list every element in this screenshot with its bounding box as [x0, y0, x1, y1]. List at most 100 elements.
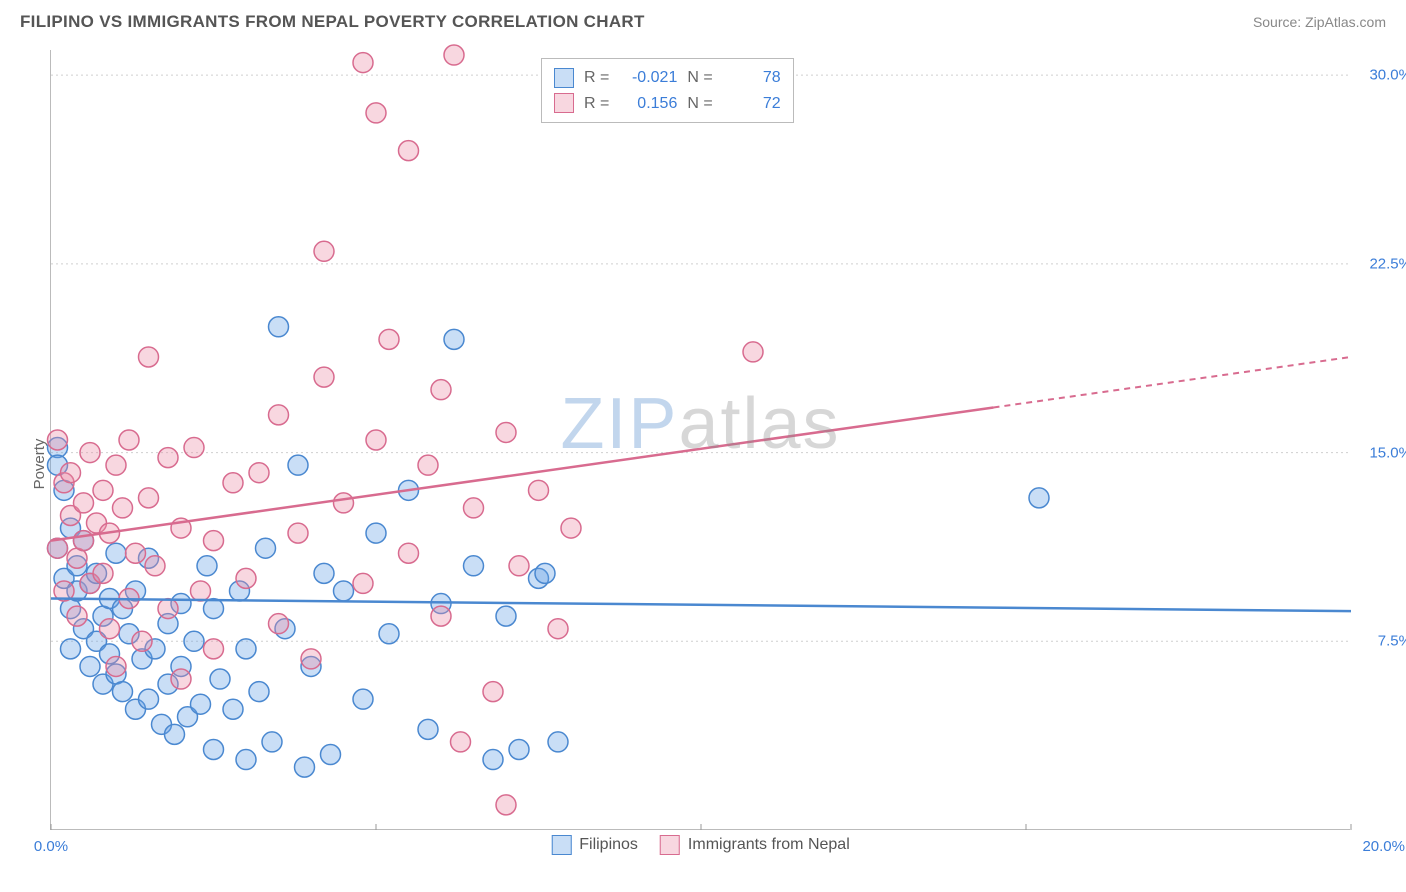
- trend-line: [51, 599, 1351, 612]
- scatter-point: [236, 639, 256, 659]
- scatter-point: [288, 455, 308, 475]
- scatter-point: [139, 689, 159, 709]
- scatter-point: [119, 430, 139, 450]
- correlation-legend: R = -0.021 N = 78 R = 0.156 N = 72: [541, 58, 794, 123]
- scatter-point: [158, 448, 178, 468]
- scatter-point: [236, 568, 256, 588]
- source-attribution: Source: ZipAtlas.com: [1253, 14, 1386, 30]
- scatter-point: [496, 795, 516, 815]
- y-axis-label: Poverty: [31, 439, 48, 490]
- scatter-point: [269, 614, 289, 634]
- scatter-point: [210, 669, 230, 689]
- swatch-blue-icon: [554, 68, 574, 88]
- scatter-point: [496, 422, 516, 442]
- scatter-point: [256, 538, 276, 558]
- scatter-point: [204, 531, 224, 551]
- scatter-point: [451, 732, 471, 752]
- scatter-point: [288, 523, 308, 543]
- scatter-point: [113, 682, 133, 702]
- trend-line-extrapolated: [994, 357, 1352, 408]
- scatter-point: [223, 699, 243, 719]
- plot-area: ZIPatlas R = -0.021 N = 78 R = 0.156 N =…: [50, 50, 1350, 830]
- scatter-point: [548, 732, 568, 752]
- scatter-point: [184, 438, 204, 458]
- scatter-point: [171, 669, 191, 689]
- scatter-point: [444, 45, 464, 65]
- source-link[interactable]: ZipAtlas.com: [1305, 14, 1386, 30]
- scatter-point: [269, 405, 289, 425]
- scatter-point: [334, 581, 354, 601]
- scatter-point: [353, 53, 373, 73]
- scatter-point: [48, 538, 68, 558]
- scatter-point: [139, 488, 159, 508]
- scatter-point: [743, 342, 763, 362]
- scatter-point: [509, 739, 529, 759]
- scatter-point: [191, 694, 211, 714]
- scatter-point: [399, 141, 419, 161]
- scatter-point: [139, 347, 159, 367]
- scatter-point: [418, 455, 438, 475]
- scatter-point: [353, 573, 373, 593]
- scatter-point: [67, 606, 87, 626]
- swatch-pink-icon: [554, 93, 574, 113]
- scatter-point: [204, 739, 224, 759]
- scatter-point: [236, 750, 256, 770]
- scatter-point: [509, 556, 529, 576]
- scatter-point: [191, 581, 211, 601]
- scatter-point: [204, 599, 224, 619]
- scatter-point: [100, 619, 120, 639]
- legend-row-filipinos: R = -0.021 N = 78: [554, 65, 781, 91]
- legend-item-nepal: Immigrants from Nepal: [660, 835, 850, 855]
- scatter-point: [353, 689, 373, 709]
- scatter-point: [249, 682, 269, 702]
- legend-row-nepal: R = 0.156 N = 72: [554, 91, 781, 117]
- scatter-point: [366, 430, 386, 450]
- scatter-point: [48, 430, 68, 450]
- series-legend: Filipinos Immigrants from Nepal: [551, 835, 850, 855]
- scatter-point: [529, 480, 549, 500]
- scatter-point: [93, 563, 113, 583]
- scatter-point: [444, 329, 464, 349]
- scatter-point: [334, 493, 354, 513]
- scatter-point: [262, 732, 282, 752]
- scatter-point: [269, 317, 289, 337]
- scatter-point: [379, 624, 399, 644]
- scatter-point: [464, 556, 484, 576]
- scatter-point: [431, 380, 451, 400]
- scatter-point: [80, 443, 100, 463]
- scatter-point: [418, 719, 438, 739]
- scatter-point: [93, 480, 113, 500]
- y-tick-label: 15.0%: [1369, 444, 1406, 461]
- scatter-point: [301, 649, 321, 669]
- scatter-point: [74, 493, 94, 513]
- scatter-point: [366, 523, 386, 543]
- scatter-point: [483, 750, 503, 770]
- x-tick-label: 0.0%: [34, 838, 68, 855]
- scatter-point: [61, 463, 81, 483]
- scatter-point: [399, 543, 419, 563]
- scatter-point: [132, 631, 152, 651]
- trend-line: [51, 407, 994, 540]
- scatter-point: [295, 757, 315, 777]
- swatch-blue-icon: [551, 835, 571, 855]
- scatter-point: [496, 606, 516, 626]
- scatter-point: [535, 563, 555, 583]
- y-tick-label: 7.5%: [1378, 633, 1406, 650]
- scatter-point: [204, 639, 224, 659]
- x-tick-label: 20.0%: [1362, 838, 1405, 855]
- y-tick-label: 22.5%: [1369, 255, 1406, 272]
- scatter-point: [126, 543, 146, 563]
- scatter-point: [548, 619, 568, 639]
- scatter-point: [106, 455, 126, 475]
- scatter-point: [314, 563, 334, 583]
- scatter-point: [106, 543, 126, 563]
- scatter-point: [165, 724, 185, 744]
- scatter-point: [464, 498, 484, 518]
- scatter-point: [145, 556, 165, 576]
- scatter-point: [366, 103, 386, 123]
- scatter-point: [158, 599, 178, 619]
- scatter-point: [113, 498, 133, 518]
- scatter-point: [379, 329, 399, 349]
- scatter-point: [80, 656, 100, 676]
- scatter-point: [561, 518, 581, 538]
